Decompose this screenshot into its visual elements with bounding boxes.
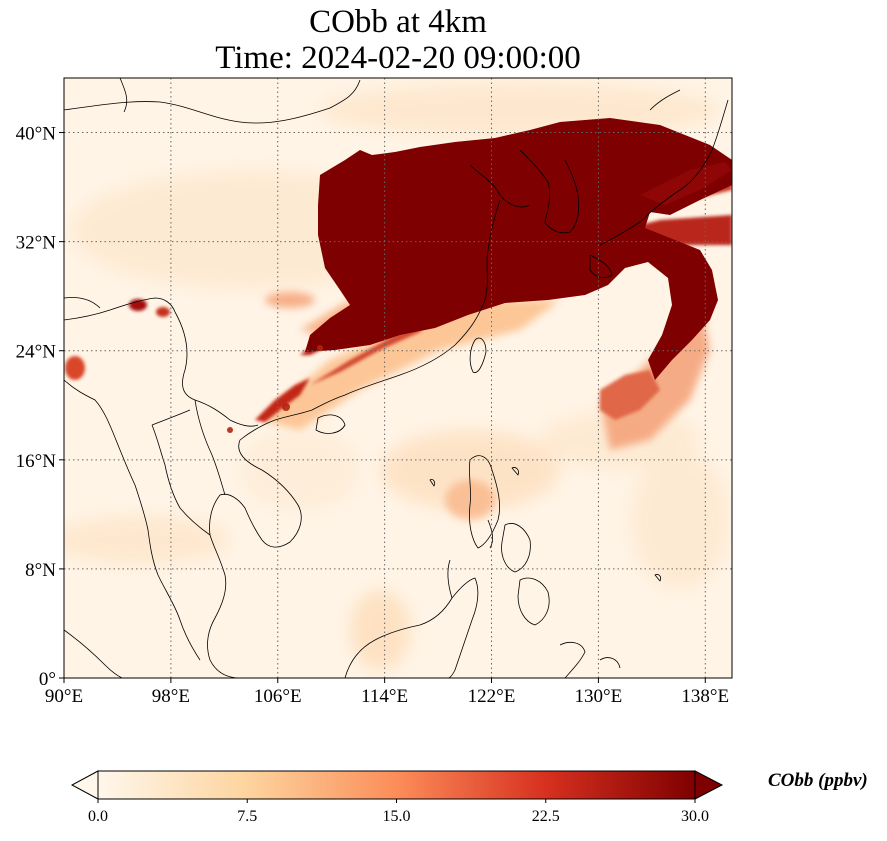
colorbar-tick-label: 15.0 <box>383 808 411 825</box>
map-title-line2: Time: 2024-02-20 09:00:00 <box>215 40 581 76</box>
colorbar: 0.0 7.5 15.0 22.5 30.0 <box>70 770 724 825</box>
lat-tick-label: 24°N <box>16 342 57 363</box>
colorbar-label: CObb (ppbv) <box>768 770 868 791</box>
lat-tick-label: 8°N <box>25 560 56 581</box>
lat-tick-label: 0° <box>39 669 56 690</box>
colorbar-tick-label: 0.0 <box>88 808 108 825</box>
colorbar-gradient <box>98 771 695 799</box>
plume-core <box>305 118 732 380</box>
lon-tick-label: 130°E <box>575 686 623 707</box>
map-title-line1: CObb at 4km <box>309 4 487 40</box>
colorbar-tick-label: 7.5 <box>237 808 257 825</box>
colorbar-extend-max <box>694 770 724 800</box>
lon-tick-label: 138°E <box>681 686 729 707</box>
lon-tick-label: 106°E <box>254 686 302 707</box>
concentration-field <box>64 78 732 678</box>
lon-tick-label: 98°E <box>152 686 190 707</box>
lat-tick-label: 32°N <box>16 233 57 254</box>
lon-tick-label: 114°E <box>361 686 408 707</box>
colorbar-tick-label: 22.5 <box>532 808 560 825</box>
map-frame <box>63 77 733 679</box>
lon-tick-label: 122°E <box>468 686 516 707</box>
colorbar-extend-min <box>70 770 99 800</box>
colorbar-tick-label: 30.0 <box>681 808 709 825</box>
lat-tick-label: 16°N <box>16 451 57 472</box>
gridlines <box>64 78 732 678</box>
lat-tick-label: 40°N <box>16 124 57 145</box>
lon-tick-label: 90°E <box>45 686 83 707</box>
